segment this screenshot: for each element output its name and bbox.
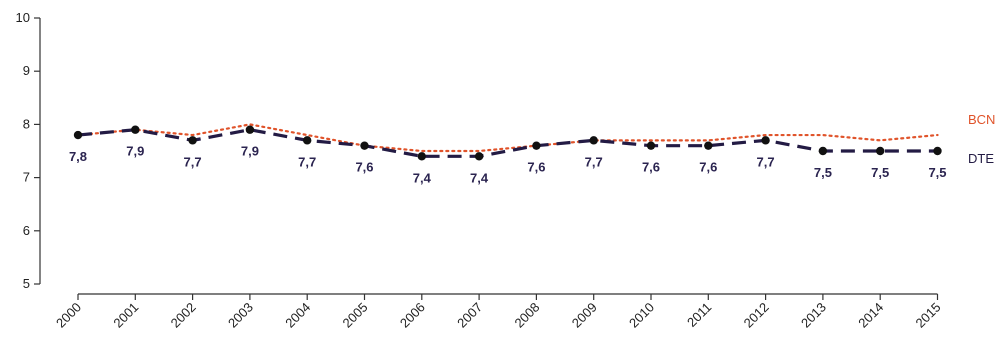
y-tick-label: 5: [23, 276, 30, 291]
y-tick-label: 6: [23, 223, 30, 238]
data-point: [474, 152, 484, 161]
x-tick-label: 2007: [454, 300, 485, 331]
data-label: 7,7: [585, 154, 603, 169]
data-label: 7,5: [871, 165, 889, 180]
legend-label-bcn: BCN: [968, 112, 995, 127]
data-label: 7,6: [355, 160, 373, 175]
data-label: 7,8: [69, 149, 87, 164]
y-axis-ticks: 5 6 7 8 9 10: [16, 10, 40, 291]
series-line-dte: [77, 128, 938, 158]
data-label: 7,7: [298, 154, 316, 169]
legend-label-dte: DTE: [968, 151, 994, 166]
x-tick-label: 2000: [53, 300, 84, 331]
data-label: 7,5: [814, 165, 832, 180]
x-tick-label: 2014: [855, 300, 886, 331]
x-tick-label: 2015: [913, 300, 944, 331]
data-label: 7,7: [184, 154, 202, 169]
data-point: [589, 136, 598, 145]
legend: BCN DTE: [968, 112, 995, 166]
data-label: 7,6: [699, 160, 717, 175]
y-tick-label: 8: [23, 116, 30, 131]
data-point: [818, 146, 828, 156]
data-label: 7,6: [527, 160, 545, 175]
data-label: 7,4: [413, 170, 432, 185]
data-point: [704, 141, 713, 150]
y-tick-label: 7: [23, 170, 30, 185]
x-tick-label: 2012: [741, 300, 772, 331]
data-label: 7,9: [126, 144, 144, 159]
data-label: 7,6: [642, 160, 660, 175]
data-point: [933, 146, 942, 156]
x-tick-label: 2011: [684, 300, 714, 330]
x-tick-label: 2004: [282, 300, 313, 331]
data-label: 7,5: [928, 165, 946, 180]
data-point: [73, 130, 83, 140]
data-point: [417, 152, 426, 161]
data-label: 7,9: [241, 144, 259, 159]
data-point: [131, 125, 140, 134]
x-tick-label: 2006: [397, 300, 428, 331]
data-point: [245, 125, 255, 134]
x-tick-label: 2001: [110, 300, 141, 331]
data-point: [646, 141, 656, 150]
data-point: [303, 136, 312, 145]
series-layer: [73, 123, 942, 161]
data-label: 7,7: [757, 154, 775, 169]
data-label: 7,4: [470, 170, 489, 185]
x-axis-ticks: 2000 2001 2002 2003 2004 2005 2006 2007 2008 2009…: [53, 294, 944, 331]
data-point: [360, 141, 369, 150]
series-line-bcn: [76, 123, 939, 153]
y-tick-label: 10: [16, 10, 30, 25]
x-tick-label: 2005: [340, 300, 371, 331]
x-tick-label: 2008: [511, 300, 542, 331]
data-point: [876, 146, 885, 156]
data-point: [188, 136, 197, 145]
y-tick-label: 9: [23, 63, 30, 78]
x-tick-label: 2013: [798, 300, 829, 331]
data-point: [532, 141, 541, 150]
data-point: [761, 136, 770, 145]
x-tick-label: 2010: [626, 300, 657, 331]
x-tick-label: 2003: [225, 300, 256, 331]
x-tick-label: 2002: [168, 300, 199, 331]
data-labels: 7,8 7,9 7,7 7,9 7,7 7,6 7,4 7,4 7,6 7,7 7,6 7,6 7,7 7…: [69, 144, 947, 186]
x-tick-label: 2009: [569, 300, 600, 331]
axes: [39, 18, 938, 295]
